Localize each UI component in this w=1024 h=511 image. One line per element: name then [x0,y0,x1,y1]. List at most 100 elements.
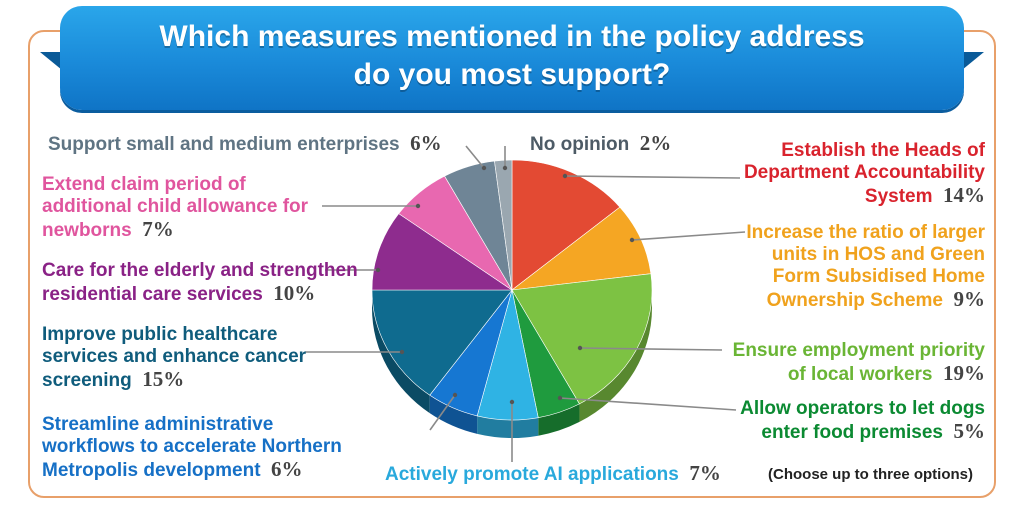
leader-dot-l3 [557,395,563,401]
banner-fold-right [962,52,984,70]
slice-label-text: of local workers [787,364,933,385]
leader-dot-l2 [577,345,583,351]
footnote: (Choose up to three options) [768,466,973,483]
slice-percent: 6% [260,457,303,481]
slice-label-line: Improve public healthcare [42,324,342,346]
slice-label-line: Form Subsidised Home [745,266,985,288]
slice-label-line: units in HOS and Green [745,244,985,266]
slice-label-line: No opinion 2% [530,132,690,156]
title-line-1: Which measures mentioned in the policy a… [159,20,865,53]
slice-label-line: services and enhance cancer [42,346,342,368]
slice-label-text: Improve public healthcare [42,324,278,345]
slice-label-line: additional child allowance for [42,196,332,218]
banner-fold-left [40,52,62,70]
slice-label-line: Extend claim period of [42,174,332,196]
slice-label-text: Form Subsidised Home [772,266,985,287]
slice-label-text: Extend claim period of [42,174,246,195]
slice-percent: 9% [943,287,986,311]
pie-slice-10 [494,159,513,291]
slice-label-l7: Care for the elderly and strengthen resid… [42,260,372,306]
slice-label-l1: Increase the ratio of larger units in HOS… [745,222,985,312]
leader-line-l0 [564,175,741,179]
leader-dot-l5 [452,392,458,398]
slice-label-text: System [864,186,933,207]
leader-line-l2 [579,347,723,351]
slice-label-line: Support small and medium enterprises 6% [48,132,468,156]
slice-label-l2: Ensure employment priority of local worke… [720,340,985,386]
slice-label-l9: Support small and medium enterprises 6% [48,132,468,156]
slice-label-line: screening 15% [42,368,342,392]
title-line-2: do you most support? [353,58,671,91]
leader-line-l9 [465,145,485,169]
slice-label-line: Allow operators to let dogs [735,398,985,420]
slice-label-l5: Streamline administrative workflows to ac… [42,414,372,482]
slice-label-l8: Extend claim period of additional child a… [42,174,332,242]
slice-label-line: residential care services 10% [42,282,372,306]
chart-title: Which measures mentioned in the policy a… [60,18,964,94]
pie-slice-side-4 [477,415,539,438]
pie-slice-0 [511,159,621,291]
slice-label-text: additional child allowance for [42,196,309,217]
leader-line-l5 [429,394,456,431]
pie-slice-7 [371,213,513,291]
leader-dot-l4 [509,399,515,405]
pie-slice-6 [371,289,513,396]
leader-dot-l10 [502,165,508,171]
slice-label-line: Streamline administrative [42,414,372,436]
slice-percent: 6% [399,131,442,155]
slice-label-line: System 14% [735,184,985,208]
slice-label-text: Establish the Heads of [781,140,985,161]
slice-label-l4: Actively promote AI applications 7% [385,462,730,486]
slice-label-text: workflows to accelerate Northern [42,436,342,457]
slice-percent: 2% [629,131,672,155]
slice-label-text: Care for the elderly and strengthen [42,260,358,281]
slice-label-text: Increase the ratio of larger [746,222,985,243]
slice-label-line: Metropolis development 6% [42,458,372,482]
slice-percent: 7% [131,217,174,241]
slice-label-l6: Improve public healthcare services and en… [42,324,342,392]
slice-percent: 10% [262,281,316,305]
slice-label-text: units in HOS and Green [771,244,985,265]
pie-slice-side-2 [579,290,652,422]
pie-slice-side-3 [538,403,580,436]
slice-label-text: newborns [42,220,132,241]
slice-label-line: enter food premises 5% [735,420,985,444]
slice-label-text: residential care services [42,284,263,305]
slice-label-line: Ensure employment priority [720,340,985,362]
slice-label-text: Ensure employment priority [732,340,985,361]
slice-label-l10: No opinion 2% [530,132,690,156]
slice-label-l0: Establish the Heads of Department Account… [735,140,985,208]
slice-label-line: Actively promote AI applications 7% [385,462,730,486]
slice-label-text: No opinion [530,134,630,155]
slice-label-line: Department Accountability [735,162,985,184]
slice-percent: 15% [131,367,185,391]
slice-label-line: Ownership Scheme 9% [745,288,985,312]
slice-percent: 19% [932,361,985,385]
slice-label-text: Ownership Scheme [766,290,943,311]
title-banner [60,6,964,110]
slice-label-text: Support small and medium enterprises [48,134,400,155]
leader-line-l3 [559,397,737,411]
leader-dot-l9 [481,165,487,171]
slice-label-text: services and enhance cancer [42,346,307,367]
slice-label-line: Establish the Heads of [735,140,985,162]
slice-label-line: Care for the elderly and strengthen [42,260,372,282]
slice-percent: 14% [932,183,985,207]
pie-slice-1 [510,206,652,291]
slice-percent: 5% [943,419,986,443]
leader-dot-l8 [415,203,421,209]
slice-label-text: Allow operators to let dogs [740,398,985,419]
leader-line-l1 [631,231,746,241]
slice-label-line: Increase the ratio of larger [745,222,985,244]
slice-label-l3: Allow operators to let dogs enter food pr… [735,398,985,444]
slice-label-line: workflows to accelerate Northern [42,436,372,458]
leader-dot-l6 [399,349,405,355]
slice-label-line: of local workers 19% [720,362,985,386]
slice-label-text: Metropolis development [42,460,261,481]
slice-label-text: enter food premises [761,422,943,443]
slice-label-text: screening [42,370,132,391]
slice-label-text: Actively promote AI applications [385,464,679,485]
leader-dot-l7 [375,267,381,273]
leader-dot-l1 [629,237,635,243]
